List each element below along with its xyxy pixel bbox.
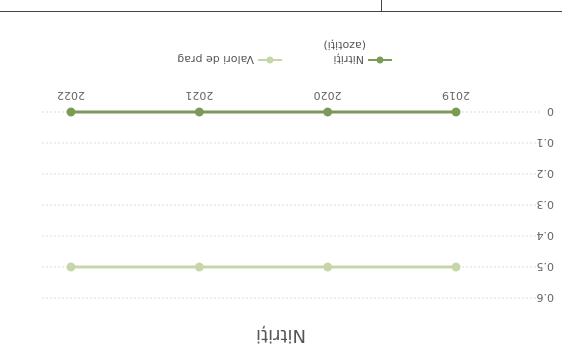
x-tick-label: 2022	[57, 89, 85, 102]
y-tick-label: 0.5	[537, 260, 555, 273]
grid	[42, 111, 540, 299]
data-point	[451, 262, 461, 272]
y-tick-label: 0.6	[537, 291, 555, 304]
data-point	[323, 262, 333, 272]
legend-item-nitriti[interactable]: Nitriți (azotiți)	[323, 39, 392, 66]
data-point	[323, 107, 333, 117]
y-tick-label: 0.4	[537, 229, 555, 242]
series-lines	[66, 107, 461, 272]
y-axis-ticks: 0 0.1 0.2 0.3 0.4 0.5 0.6	[537, 105, 555, 304]
x-axis-ticks: 2019 2020 2021 2022	[57, 89, 470, 102]
legend-label-nitriti-line2: (azotiți)	[323, 39, 366, 52]
data-point	[66, 107, 76, 117]
y-tick-label: 0.2	[537, 167, 555, 180]
legend-marker-nitriti	[376, 56, 384, 64]
data-point	[194, 107, 204, 117]
x-tick-label: 2021	[185, 89, 213, 102]
y-tick-label: 0.1	[537, 136, 555, 149]
y-tick-label: 0.3	[537, 198, 555, 211]
legend-label-nitriti-line1: Nitriți	[333, 53, 364, 66]
x-tick-label: 2020	[314, 89, 342, 102]
legend-marker-prag	[266, 56, 274, 64]
y-tick-label: 0	[547, 105, 554, 118]
chart-title: Nitriți	[256, 325, 306, 346]
data-point	[66, 262, 76, 272]
x-tick-label: 2019	[442, 89, 470, 102]
data-point	[194, 262, 204, 272]
data-point	[451, 107, 461, 117]
legend-item-valori-de-prag[interactable]: Valori de prag	[177, 53, 282, 66]
legend-label-prag: Valori de prag	[177, 53, 254, 66]
legend: Nitriți (azotiți) Valori de prag	[177, 39, 392, 66]
